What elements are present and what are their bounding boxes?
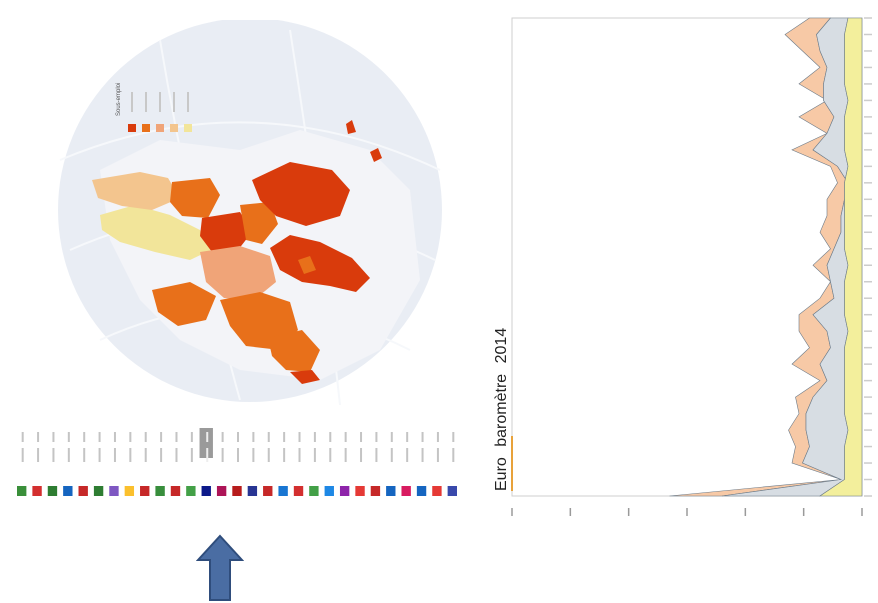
europe-map: Sous-emploi: [58, 20, 442, 406]
map-region-darkest-a: [200, 212, 252, 252]
country-column: [47, 432, 58, 496]
country-flag-icon: [263, 486, 273, 496]
map-region-darkest-e: [370, 148, 382, 162]
svg-text:Euro baromètre 2014: Euro baromètre 2014: [493, 328, 510, 491]
legend-swatch-2: [142, 124, 150, 132]
country-column: [324, 432, 334, 496]
country-column: [124, 432, 135, 496]
country-column: [432, 432, 442, 496]
legend-swatch-4: [170, 124, 178, 132]
legend-swatch-5: [184, 124, 192, 132]
country-flag-icon: [355, 486, 365, 496]
country-flag-icon: [432, 486, 442, 496]
country-column: [416, 432, 427, 496]
map-region-dark-a: [170, 178, 220, 218]
country-flag-icon: [447, 486, 457, 496]
chart-title-part3: 2014: [493, 328, 510, 364]
map-region-dark-c: [220, 292, 298, 350]
country-flag-icon: [186, 486, 196, 496]
country-column: [339, 432, 350, 496]
map-legend-title: Sous-emploi: [116, 83, 122, 116]
map-region-medium: [200, 246, 276, 300]
country-flag-icon: [109, 486, 119, 496]
country-flag-icon: [324, 486, 334, 496]
country-flag-icon: [416, 486, 427, 496]
country-flag-icon: [47, 486, 58, 496]
country-flag-icon: [63, 486, 73, 496]
country-column: [155, 432, 165, 496]
country-flag-icon: [124, 486, 135, 496]
up-arrow-icon: [196, 534, 244, 601]
country-flag-icon: [401, 486, 411, 496]
chart-title-part2: baromètre: [493, 374, 510, 447]
country-column: [199, 428, 213, 496]
country-column: [186, 432, 196, 496]
map-region-dark-b: [240, 202, 278, 244]
country-column: [293, 432, 304, 496]
country-flag-icon: [93, 486, 104, 496]
country-column: [78, 432, 88, 496]
country-column: [355, 432, 365, 496]
country-table-strip: [17, 428, 457, 496]
map-region-darkest-f: [346, 120, 356, 134]
map-region-lightest: [100, 205, 215, 260]
country-column-highlight: [199, 428, 213, 458]
area-chart: [511, 17, 872, 516]
country-column: [309, 432, 319, 496]
country-column: [232, 432, 242, 496]
legend-swatch-3: [156, 124, 164, 132]
country-column: [447, 432, 457, 496]
chart-area-series-bottom: [819, 17, 863, 497]
country-flag-icon: [201, 486, 211, 496]
country-column: [401, 432, 411, 496]
country-column: [278, 432, 288, 496]
map-region-darkest-b: [252, 162, 350, 226]
legend-swatch-1: [128, 124, 136, 132]
country-column: [247, 432, 258, 496]
country-column: [263, 432, 273, 496]
country-flag-icon: [78, 486, 88, 496]
country-flag-icon: [247, 486, 258, 496]
country-flag-icon: [17, 486, 27, 496]
map-legend: Sous-emploi: [116, 83, 192, 132]
chart-title: Euro baromètre 2014: [493, 328, 513, 491]
country-flag-icon: [370, 486, 381, 496]
country-column: [216, 432, 227, 496]
country-flag-icon: [309, 486, 319, 496]
country-flag-icon: [232, 486, 242, 496]
country-flag-icon: [32, 486, 42, 496]
country-flag-icon: [216, 486, 227, 496]
country-flag-icon: [140, 486, 150, 496]
map-region-darkest-c: [270, 235, 370, 292]
country-flag-icon: [170, 486, 181, 496]
country-column: [32, 432, 42, 496]
country-column: [17, 432, 27, 496]
country-column: [63, 432, 73, 496]
country-flag-icon: [293, 486, 304, 496]
country-flag-icon: [386, 486, 396, 496]
country-column: [170, 432, 181, 496]
country-column: [370, 432, 381, 496]
country-column: [93, 432, 104, 496]
country-flag-icon: [339, 486, 350, 496]
country-flag-icon: [278, 486, 288, 496]
country-column: [109, 432, 119, 496]
map-region-dark-d: [152, 282, 216, 326]
country-column: [140, 432, 150, 496]
chart-title-part1: Euro: [493, 457, 510, 491]
country-flag-icon: [155, 486, 165, 496]
map-region-light: [92, 172, 180, 210]
map-region-dark-e: [268, 330, 320, 372]
country-column: [386, 432, 396, 496]
map-region-dark-f: [298, 256, 316, 274]
map-region-darkest-d: [290, 370, 320, 384]
